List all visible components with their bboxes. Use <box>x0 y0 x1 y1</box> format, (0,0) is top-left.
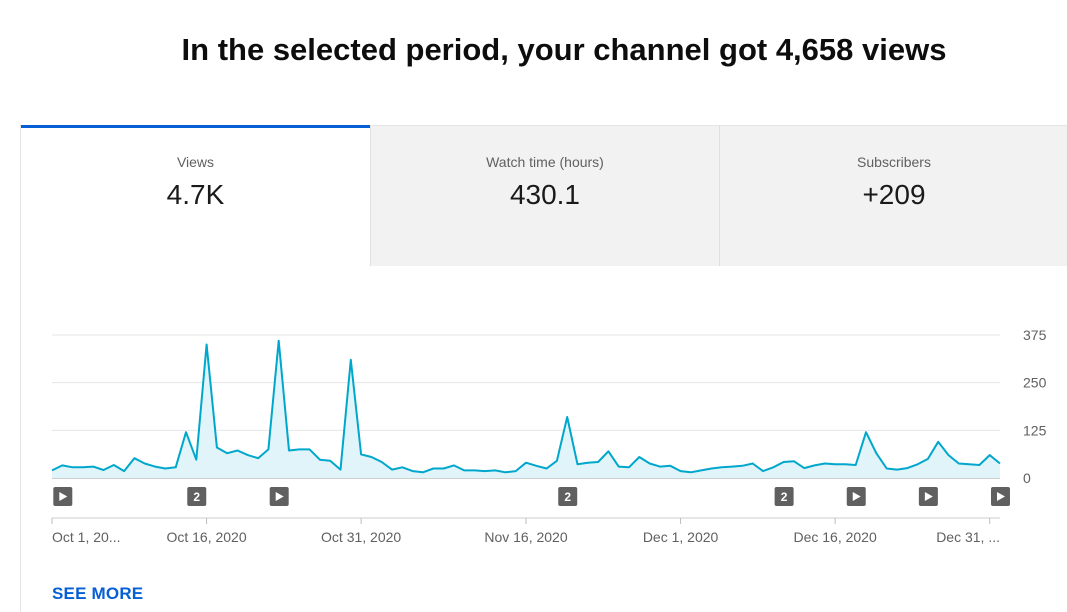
tab-subscribers-value: +209 <box>862 179 926 210</box>
x-tick-label: Dec 31, ... <box>936 529 1000 545</box>
series-line <box>51 339 1001 474</box>
tab-watch-time-value: 430.1 <box>509 179 581 210</box>
video-count-label: 2 <box>781 490 788 504</box>
video-count-marker[interactable] <box>774 487 794 506</box>
tab-views-label: Views <box>176 154 215 170</box>
y-tick-label: 0 <box>1023 470 1031 486</box>
tab-watch-time[interactable]: Watch time (hours) 430.1 <box>369 126 719 266</box>
y-tick-label: 250 <box>1023 375 1047 391</box>
views-chart: 0 125 250 375 2 2 2 Oct 1, 20... Oct 16, 2020 Oct… <box>51 327 1047 545</box>
video-count-label: 2 <box>193 490 200 504</box>
tab-watch-time-label: Watch time (hours) <box>486 154 604 170</box>
x-tick-label: Oct 31, 2020 <box>321 529 401 545</box>
y-tick-label: 125 <box>1023 422 1047 438</box>
play-icon <box>924 492 933 501</box>
x-tick-label: Oct 1, 20... <box>52 529 120 545</box>
see-more-link[interactable]: SEE MORE <box>52 584 144 603</box>
x-tick-label: Dec 1, 2020 <box>643 529 719 545</box>
play-icon <box>275 492 284 501</box>
metric-tabs: Views 4.7K Watch time (hours) 430.1 Subs… <box>21 125 1067 266</box>
analytics-card: Views 4.7K Watch time (hours) 430.1 Subs… <box>20 125 1067 612</box>
y-tick-label: 375 <box>1023 327 1047 343</box>
tab-views-value: 4.7K <box>166 179 225 210</box>
tab-views[interactable]: Views 4.7K <box>21 125 370 266</box>
play-icon <box>852 492 861 501</box>
tab-subscribers-label: Subscribers <box>857 154 931 170</box>
x-tick-label: Nov 16, 2020 <box>484 529 567 545</box>
play-icon <box>997 492 1005 501</box>
video-count-label: 2 <box>564 490 571 504</box>
play-icon <box>59 492 68 501</box>
tab-subscribers[interactable]: Subscribers +209 <box>718 126 1067 266</box>
video-count-marker[interactable] <box>187 487 207 506</box>
video-count-marker[interactable] <box>558 487 578 506</box>
x-tick-label: Oct 16, 2020 <box>166 529 246 545</box>
page-headline: In the selected period, your channel got… <box>181 32 947 67</box>
views-chart-area: 0 125 250 375 2 2 2 Oct 1, 20... Oct 16, 2020 Oct… <box>21 266 1067 546</box>
x-tick-label: Dec 16, 2020 <box>793 529 876 545</box>
